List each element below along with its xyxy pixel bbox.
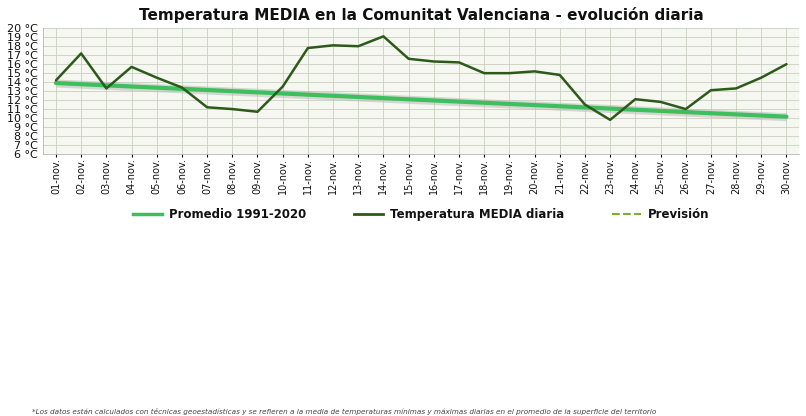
Text: *Los datos están calculados con técnicas geoestadísticas y se refieren a la medi: *Los datos están calculados con técnicas… (32, 408, 657, 415)
Title: Temperatura MEDIA en la Comunitat Valenciana - evolución diaria: Temperatura MEDIA en la Comunitat Valenc… (139, 7, 704, 23)
Legend: Promedio 1991-2020, Temperatura MEDIA diaria, Previsión: Promedio 1991-2020, Temperatura MEDIA di… (128, 203, 715, 226)
